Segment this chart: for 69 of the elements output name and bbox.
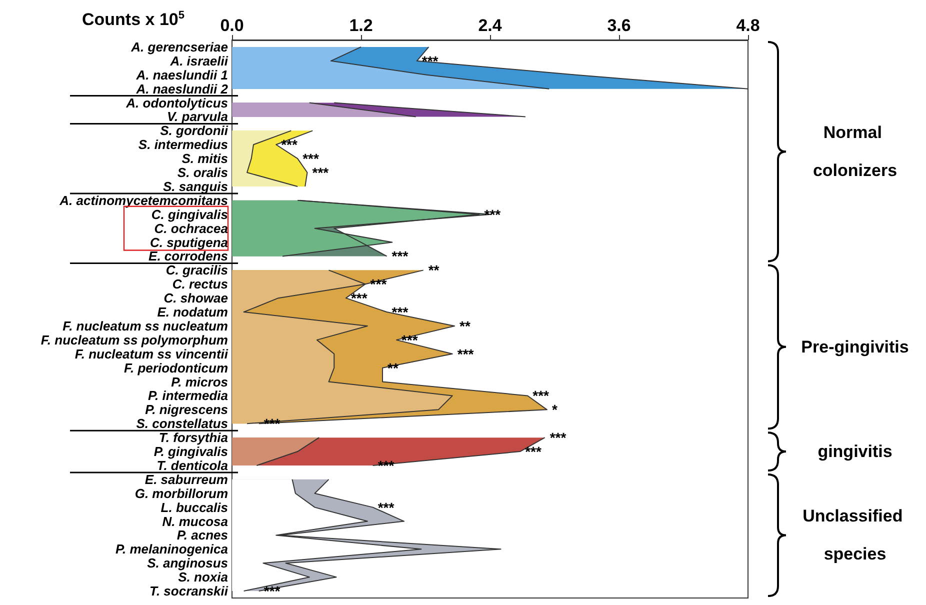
y-tick-label: S. gordonii bbox=[160, 123, 228, 138]
x-tick-label: 2.4 bbox=[478, 16, 502, 35]
data-label: *** bbox=[281, 136, 298, 153]
text: Pre-gingivitis bbox=[801, 337, 909, 356]
data-label: *** bbox=[378, 457, 395, 474]
y-tick-label: A. gerencseriae bbox=[130, 39, 228, 54]
y-tick-label: S. noxia bbox=[178, 570, 228, 585]
y-tick-label: A. odontolyticus bbox=[125, 95, 228, 110]
data-label: *** bbox=[457, 346, 474, 362]
y-tick-label: A. actinomycetemcomitans bbox=[58, 192, 228, 208]
y-tick-label: P. gingivalis bbox=[154, 444, 228, 460]
data-label: *** bbox=[401, 332, 418, 348]
text: Normal colonizers bbox=[812, 123, 898, 180]
y-tick-label: E. nodatum bbox=[157, 304, 228, 320]
y-tick-label: F. periodonticum bbox=[124, 360, 228, 376]
data-label: *** bbox=[392, 248, 409, 264]
y-tick-label: E. saburreum bbox=[144, 472, 228, 487]
text: Unclassified species bbox=[802, 506, 908, 564]
y-tick-label: C. sputigena bbox=[150, 234, 228, 250]
y-tick-label: C. ochracea bbox=[154, 220, 228, 236]
y-tick-label: G. morbillorum bbox=[134, 486, 228, 501]
data-label: *** bbox=[370, 276, 388, 292]
y-tick-label: S. anginosus bbox=[147, 556, 228, 571]
data-label: *** bbox=[525, 444, 542, 460]
text: gingivitis bbox=[818, 442, 892, 462]
y-tick-label: F. nucleatum ss nucleatum bbox=[62, 318, 228, 334]
y-tick-label: S. mitis bbox=[182, 151, 228, 166]
y-tick-label: S. constellatus bbox=[136, 416, 228, 432]
y-tick-label: F. nucleatum ss vincentii bbox=[74, 346, 228, 362]
y-tick-label: A. naeslundii 1 bbox=[135, 67, 228, 82]
y-tick-label: C. showae bbox=[164, 290, 228, 306]
y-tick-label: P. micros bbox=[171, 374, 228, 390]
x-tick-label: 0.0 bbox=[220, 16, 244, 35]
data-label: *** bbox=[378, 499, 395, 516]
data-label: *** bbox=[312, 164, 330, 181]
y-tick-label: C. rectus bbox=[172, 276, 228, 292]
data-label: *** bbox=[350, 290, 368, 306]
data-label: *** bbox=[422, 52, 439, 69]
data-label: *** bbox=[302, 150, 320, 167]
data-label: *** bbox=[550, 430, 567, 446]
y-tick-label: C. gingivalis bbox=[151, 206, 228, 222]
y-tick-label: S. oralis bbox=[177, 165, 228, 180]
y-tick-label: S. intermedius bbox=[138, 137, 228, 152]
y-tick-label: V. parvula bbox=[167, 109, 228, 124]
y-tick-label: P. acnes bbox=[176, 528, 228, 543]
x-tick-label: 3.6 bbox=[607, 16, 631, 35]
y-tick-label: P. intermedia bbox=[148, 388, 228, 404]
y-tick-label: T. denticola bbox=[156, 458, 228, 473]
y-tick-label: F. nucleatum ss polymorphum bbox=[40, 332, 228, 348]
y-tick-label: A. naeslundii 2 bbox=[135, 81, 229, 96]
data-label: ** bbox=[460, 318, 471, 334]
data-label: ** bbox=[428, 262, 440, 278]
data-label: *** bbox=[392, 304, 409, 320]
y-tick-label: T. forsythia bbox=[158, 430, 228, 446]
data-label: *** bbox=[484, 206, 502, 222]
y-tick-label: A. israelii bbox=[169, 53, 228, 68]
y-tick-label: T. socranskii bbox=[149, 584, 228, 599]
y-tick-label: P. nigrescens bbox=[145, 402, 228, 418]
y-tick-label: L. buccalis bbox=[160, 500, 228, 515]
y-tick-label: E. corrodens bbox=[148, 248, 228, 264]
y-tick-label: C. gracilis bbox=[166, 262, 228, 278]
data-label: *** bbox=[532, 388, 550, 404]
y-tick-label: P. melaninogenica bbox=[116, 542, 228, 557]
y-tick-label: N. mucosa bbox=[162, 514, 228, 529]
data-label: * bbox=[552, 402, 558, 418]
data-label: *** bbox=[264, 416, 281, 432]
x-tick-label: 4.8 bbox=[736, 16, 760, 35]
x-tick-label: 1.2 bbox=[349, 16, 373, 35]
y-tick-label: S. sanguis bbox=[162, 178, 228, 194]
